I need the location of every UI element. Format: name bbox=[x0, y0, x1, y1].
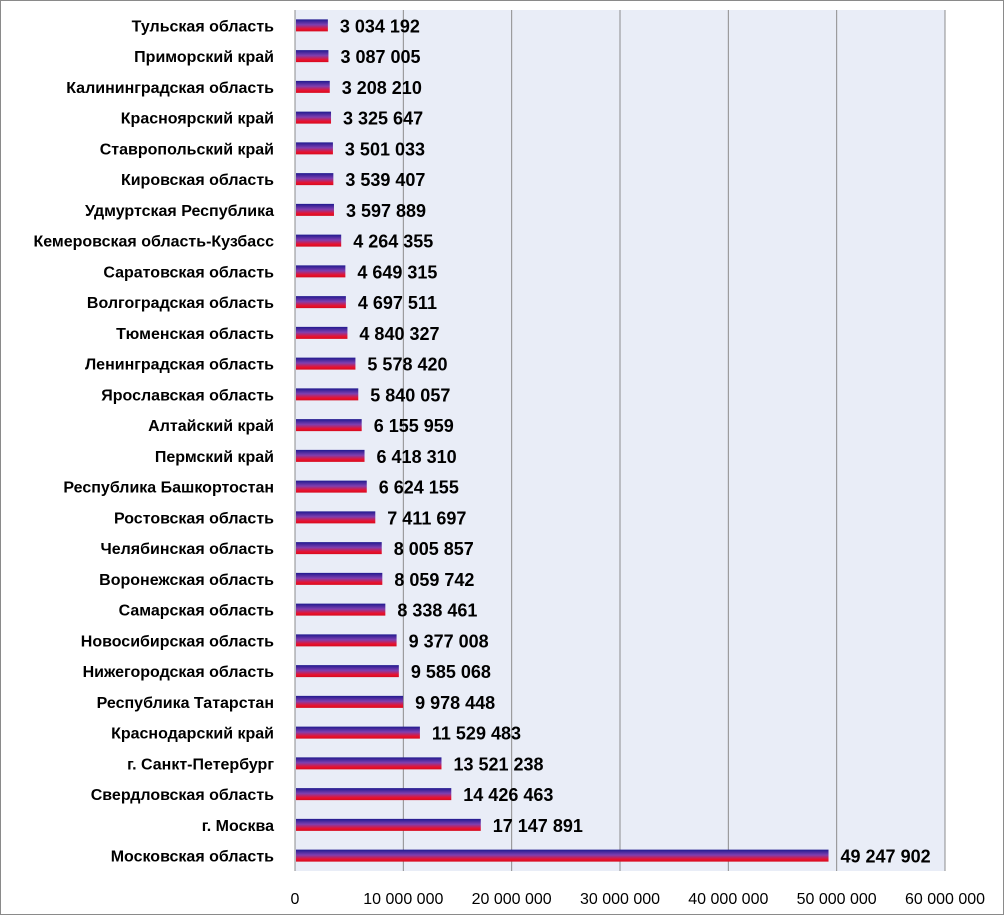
category-label: Воронежская область bbox=[99, 572, 274, 589]
category-label: Кемеровская область-Кузбасс bbox=[33, 234, 274, 251]
bar bbox=[296, 757, 442, 770]
data-label: 6 155 959 bbox=[374, 416, 454, 436]
category-label: Тульская область bbox=[132, 18, 274, 35]
bar bbox=[296, 173, 334, 186]
data-label: 6 624 155 bbox=[379, 478, 459, 498]
category-label: Московская область bbox=[111, 849, 274, 866]
category-label: г. Москва bbox=[202, 818, 274, 835]
x-tick-label: 50 000 000 bbox=[797, 891, 877, 908]
data-label: 7 411 697 bbox=[387, 508, 466, 528]
bars bbox=[296, 19, 829, 862]
data-label: 3 034 192 bbox=[340, 16, 420, 36]
bar bbox=[296, 326, 348, 339]
category-label: Алтайский край bbox=[148, 418, 274, 435]
bar bbox=[296, 388, 359, 401]
data-label: 9 978 448 bbox=[415, 693, 495, 713]
bar bbox=[296, 511, 376, 524]
category-label: Челябинская область bbox=[101, 541, 275, 558]
x-tick-label: 0 bbox=[291, 891, 300, 908]
data-label: 17 147 891 bbox=[493, 816, 583, 836]
category-label: Республика Татарстан bbox=[97, 695, 274, 712]
data-label: 3 597 889 bbox=[346, 201, 426, 221]
category-label: Тюменская область bbox=[116, 326, 274, 343]
data-label: 14 426 463 bbox=[463, 785, 553, 805]
category-label: Нижегородская область bbox=[83, 664, 275, 681]
bar bbox=[296, 419, 362, 432]
x-tick-label: 40 000 000 bbox=[688, 891, 768, 908]
data-label: 8 005 857 bbox=[394, 539, 474, 559]
x-tick-label: 60 000 000 bbox=[905, 891, 985, 908]
bar bbox=[296, 788, 452, 801]
data-label: 3 325 647 bbox=[343, 109, 423, 129]
bar bbox=[296, 542, 382, 555]
bar bbox=[296, 665, 399, 678]
x-tick-label: 30 000 000 bbox=[580, 891, 660, 908]
category-label: Самарская область bbox=[119, 603, 275, 620]
data-label: 6 418 310 bbox=[377, 447, 457, 467]
gridlines bbox=[402, 10, 946, 871]
data-label: 3 087 005 bbox=[340, 47, 420, 67]
data-label: 3 501 033 bbox=[345, 139, 425, 159]
category-label: Кировская область bbox=[121, 172, 274, 189]
bar bbox=[296, 203, 334, 216]
bar bbox=[296, 234, 342, 247]
category-label: г. Санкт-Петербург bbox=[127, 756, 274, 773]
x-tick-label: 10 000 000 bbox=[363, 891, 443, 908]
bar bbox=[296, 19, 328, 32]
bar bbox=[296, 265, 346, 278]
category-label: Саратовская область bbox=[103, 264, 274, 281]
data-label: 5 578 420 bbox=[367, 355, 447, 375]
category-label: Республика Башкортостан bbox=[63, 480, 274, 497]
category-label: Ярославская область bbox=[101, 387, 274, 404]
data-label: 3 539 407 bbox=[345, 170, 425, 190]
bar bbox=[296, 480, 367, 493]
x-tick-label: 20 000 000 bbox=[472, 891, 552, 908]
value-labels: 3 034 192 3 087 005 3 208 210 3 325 647 3 50… bbox=[340, 16, 931, 866]
data-label: 9 377 008 bbox=[409, 631, 489, 651]
bar bbox=[296, 50, 329, 63]
bar bbox=[296, 726, 420, 739]
category-label: Красноярский край bbox=[121, 111, 274, 128]
data-label: 9 585 068 bbox=[411, 662, 491, 682]
x-axis-tick-labels: 0 10 000 000 20 000 000 30 000 000 40 000 00… bbox=[291, 891, 986, 908]
category-label: Ленинградская область bbox=[85, 357, 274, 374]
category-label: Новосибирская область bbox=[81, 633, 274, 650]
category-labels: Тульская область Приморский край Калинингр… bbox=[33, 18, 274, 865]
data-label: 8 059 742 bbox=[394, 570, 474, 590]
data-label: 4 264 355 bbox=[353, 232, 433, 252]
bar bbox=[296, 142, 333, 155]
bar bbox=[296, 572, 383, 585]
category-label: Пермский край bbox=[155, 449, 274, 466]
bar bbox=[296, 296, 346, 309]
bar bbox=[296, 80, 330, 93]
bar bbox=[296, 695, 404, 708]
category-label: Удмуртская Республика bbox=[85, 203, 274, 220]
data-label: 11 529 483 bbox=[432, 724, 521, 744]
category-label: Калининградская область bbox=[66, 80, 274, 97]
bar bbox=[296, 357, 356, 370]
data-label: 4 697 511 bbox=[358, 293, 437, 313]
data-label: 5 840 057 bbox=[370, 385, 450, 405]
category-label: Ростовская область bbox=[114, 510, 274, 527]
data-label: 49 247 902 bbox=[841, 847, 931, 867]
bar bbox=[296, 818, 481, 831]
category-label: Ставропольский край bbox=[100, 141, 274, 158]
category-label: Приморский край bbox=[134, 49, 274, 66]
category-label: Волгоградская область bbox=[87, 295, 274, 312]
bar bbox=[296, 603, 386, 616]
data-label: 4 649 315 bbox=[357, 262, 437, 282]
category-label: Краснодарский край bbox=[111, 726, 274, 743]
data-label: 3 208 210 bbox=[342, 78, 422, 98]
data-label: 13 521 238 bbox=[453, 754, 543, 774]
data-label: 8 338 461 bbox=[397, 601, 477, 621]
bar bbox=[296, 849, 829, 862]
data-label: 4 840 327 bbox=[359, 324, 439, 344]
category-label: Свердловская область bbox=[91, 787, 274, 804]
bar bbox=[296, 634, 397, 647]
bar bbox=[296, 449, 365, 462]
bar bbox=[296, 111, 332, 124]
